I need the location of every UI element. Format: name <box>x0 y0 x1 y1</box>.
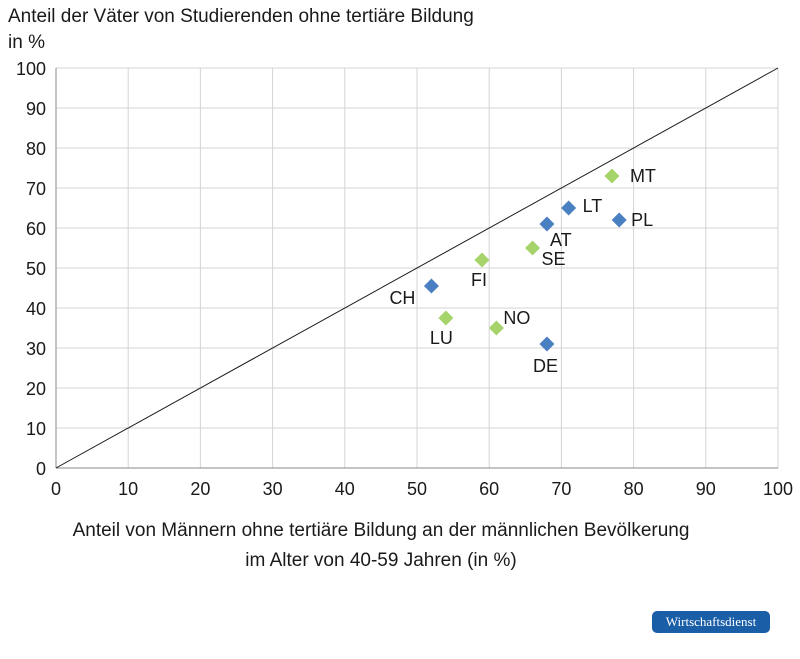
point-label-lu: LU <box>430 328 453 348</box>
y-tick-label: 80 <box>26 139 46 159</box>
data-point-mt <box>604 168 620 184</box>
data-point-fi <box>474 252 490 268</box>
reference-line <box>55 67 779 469</box>
data-point-at <box>539 216 555 232</box>
y-tick-label: 70 <box>26 179 46 199</box>
y-tick-labels: 0 10 20 30 40 50 60 70 80 90 100 <box>16 59 46 479</box>
y-axis-title: Anteil der Väter von Studierenden ohne t… <box>8 4 474 56</box>
y-tick-label: 30 <box>26 339 46 359</box>
x-axis-title-line1: Anteil von Männern ohne tertiäre Bildung… <box>72 520 690 541</box>
x-tick-labels: 0 10 20 30 40 50 60 70 80 90 100 <box>51 479 793 499</box>
data-points <box>423 168 627 352</box>
point-label-fi: FI <box>471 270 487 290</box>
y-tick-label: 50 <box>26 259 46 279</box>
diagonal-line <box>55 67 779 469</box>
data-point-de <box>539 336 555 352</box>
x-tick-label: 0 <box>51 479 61 499</box>
point-label-no: NO <box>503 308 530 328</box>
x-tick-label: 90 <box>696 479 716 499</box>
x-tick-label: 80 <box>624 479 644 499</box>
point-label-mt: MT <box>630 166 656 186</box>
publisher-badge: Wirtschaftsdienst <box>652 611 770 633</box>
x-axis-title-line2: im Alter von 40-59 Jahren (in %) <box>245 550 517 571</box>
data-point-no <box>488 320 504 336</box>
point-label-de: DE <box>533 356 558 376</box>
data-point-ch <box>423 278 439 294</box>
point-label-ch: CH <box>389 288 415 308</box>
x-tick-label: 60 <box>479 479 499 499</box>
data-point-lt <box>561 200 577 216</box>
y-tick-label: 90 <box>26 99 46 119</box>
x-tick-label: 70 <box>551 479 571 499</box>
y-axis-title-line2: in % <box>8 32 45 53</box>
x-tick-label: 10 <box>118 479 138 499</box>
y-tick-label: 0 <box>36 459 46 479</box>
data-point-lu <box>438 310 454 326</box>
data-point-pl <box>611 212 627 228</box>
scatter-chart: 0 10 20 30 40 50 60 70 80 90 100 0 10 20 30 40 50 60 70 80… <box>16 59 793 499</box>
point-label-lt: LT <box>583 196 603 216</box>
y-tick-label: 40 <box>26 299 46 319</box>
x-axis-title: Anteil von Männern ohne tertiäre Bildung… <box>0 516 762 576</box>
data-point-se <box>525 240 541 256</box>
x-tick-label: 50 <box>407 479 427 499</box>
x-tick-label: 30 <box>263 479 283 499</box>
x-tick-label: 100 <box>763 479 793 499</box>
x-tick-label: 40 <box>335 479 355 499</box>
y-tick-label: 60 <box>26 219 46 239</box>
axes <box>55 68 778 469</box>
y-tick-label: 10 <box>26 419 46 439</box>
y-tick-label: 20 <box>26 379 46 399</box>
point-label-at: AT <box>550 230 572 250</box>
y-tick-label: 100 <box>16 59 46 79</box>
point-label-pl: PL <box>631 210 653 230</box>
grid-lines <box>56 67 779 468</box>
x-tick-label: 20 <box>190 479 210 499</box>
y-axis-title-line1: Anteil der Väter von Studierenden ohne t… <box>8 6 474 27</box>
point-label-se: SE <box>542 249 566 269</box>
